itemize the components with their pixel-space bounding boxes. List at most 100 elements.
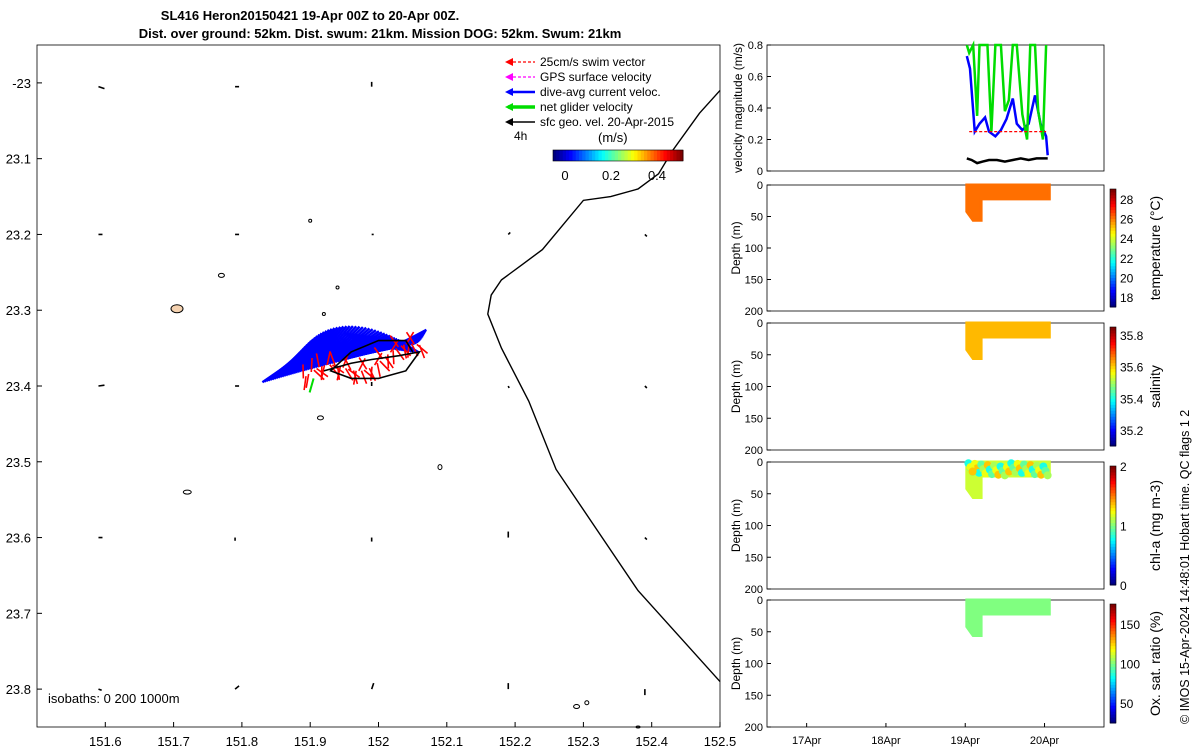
colorbar-segment xyxy=(1110,262,1116,267)
swim-vector xyxy=(326,351,331,366)
map-x-tick-label: 152.4 xyxy=(635,734,668,749)
colorbar-segment xyxy=(1110,365,1116,370)
colorbar-segment xyxy=(1110,612,1116,617)
colorbar-segment xyxy=(1110,209,1116,214)
colorbar-segment xyxy=(1110,230,1116,234)
velocity-y-tick-label: 0.6 xyxy=(748,72,763,84)
colorbar-segment xyxy=(1110,705,1116,709)
colorbar-segment xyxy=(579,150,583,161)
swim-vector xyxy=(384,356,394,369)
colorbar-segment xyxy=(1110,540,1116,544)
colorbar-segment xyxy=(1110,274,1116,278)
colorbar-tick-label: 1 xyxy=(1120,520,1127,534)
swim-vector xyxy=(416,343,429,354)
colorbar-segment xyxy=(592,150,596,161)
colorbar-segment xyxy=(624,150,629,161)
colorbar-segment xyxy=(1110,191,1116,196)
colorbar-segment xyxy=(1110,516,1116,521)
colorbar-segment xyxy=(1110,528,1116,532)
current-vector xyxy=(300,329,331,372)
colorbar-segment xyxy=(1110,558,1116,562)
current-vector xyxy=(295,332,323,374)
colorbar-tick-label: 35.8 xyxy=(1120,329,1144,343)
legend-arrowhead xyxy=(505,88,513,96)
colorbar-segment xyxy=(1110,259,1116,264)
colorbar-segment xyxy=(666,150,671,161)
map-x-tick-label: 151.8 xyxy=(226,734,259,749)
section-axes-box xyxy=(766,322,1105,451)
colorbar-segment xyxy=(1110,627,1116,632)
colorbar-segment xyxy=(575,150,580,161)
section-data-area xyxy=(965,183,1051,222)
current-vector-fan xyxy=(261,325,427,384)
map-x-tick-label: 151.9 xyxy=(294,734,327,749)
colorbar-tick-label: 22 xyxy=(1120,252,1134,266)
map-y-tick-label: 23.8 xyxy=(6,682,31,697)
section-y-tick-label: 0 xyxy=(757,595,763,607)
colorbar-segment xyxy=(582,150,586,161)
geo-velocity-vector xyxy=(507,231,511,236)
colorbar-segment xyxy=(1110,693,1116,697)
legend-label: net glider velocity xyxy=(540,100,633,114)
colorbar-segment xyxy=(1110,534,1116,538)
colorbar-tick-label: 18 xyxy=(1120,291,1134,305)
colorbar-segment xyxy=(1110,404,1116,408)
colorbar-segment xyxy=(1110,690,1116,694)
colorbar-tick-label: 150 xyxy=(1120,618,1140,632)
colorbar-segment xyxy=(1110,227,1116,231)
colorbar-tick-label: 0.4 xyxy=(648,168,666,183)
swim-vector xyxy=(373,347,384,360)
section-y-tick-label: 0 xyxy=(757,318,763,330)
colorbar-segment xyxy=(1110,651,1116,656)
section-y-tick-label: 150 xyxy=(745,552,763,564)
colorbar-segment xyxy=(1110,389,1116,393)
reef-contour xyxy=(573,704,581,710)
colorbar-segment xyxy=(1110,410,1116,414)
section-y-tick-label: 100 xyxy=(745,382,763,394)
reef-contour xyxy=(584,700,590,706)
colorbar-tick-label: 0.2 xyxy=(602,168,620,183)
colorbar-segment xyxy=(588,150,593,161)
colorbar-segment xyxy=(1110,552,1116,556)
colorbar-segment xyxy=(572,150,577,161)
colorbar-segment xyxy=(1110,353,1116,358)
colorbar-segment xyxy=(1110,301,1116,305)
glider-track xyxy=(323,339,422,380)
colorbar-segment xyxy=(601,150,606,161)
chart-title-line1: SL416 Heron20150421 19-Apr 00Z to 20-Apr… xyxy=(160,8,460,23)
colorbar-segment xyxy=(644,150,648,161)
map-y-tick-label: 23.6 xyxy=(6,531,31,546)
colorbar-segment xyxy=(1110,663,1116,667)
current-vector xyxy=(304,327,336,371)
colorbar-segment xyxy=(1110,194,1116,199)
swim-vector xyxy=(303,376,307,391)
colorbar-frame xyxy=(1109,465,1117,586)
colorbar-segment xyxy=(1110,283,1116,287)
swim-vector xyxy=(410,343,419,357)
colorbar-segment xyxy=(1110,531,1116,535)
colorbar-segment xyxy=(1110,678,1116,682)
section-y-tick-label: 150 xyxy=(745,690,763,702)
section-y-tick-label: 200 xyxy=(745,722,763,734)
isobaths-label: isobaths: 0 200 1000m xyxy=(48,691,180,706)
colorbar-tick-label: 28 xyxy=(1120,193,1134,207)
colorbar-segment xyxy=(650,150,655,161)
colorbar-segment xyxy=(1110,271,1116,276)
colorbar-tick-label: 35.6 xyxy=(1120,361,1144,375)
colorbar-segment xyxy=(1110,606,1116,611)
colorbar-segment xyxy=(618,150,622,161)
geo-velocity-vector xyxy=(507,385,510,389)
colorbar-segment xyxy=(1110,639,1116,644)
colorbar-segment xyxy=(637,150,642,161)
colorbar-segment xyxy=(621,150,625,161)
colorbar-segment xyxy=(1110,200,1116,205)
colorbar-segment xyxy=(1110,419,1116,423)
colorbar-tick-label: 35.2 xyxy=(1120,424,1144,438)
section-y-tick-label: 50 xyxy=(751,350,763,362)
velocity-y-label: velocity magnitude (m/s) xyxy=(731,43,745,173)
colorbar-segment xyxy=(1110,218,1116,222)
velocity-series-line xyxy=(966,157,1048,165)
section-y-tick-label: 0 xyxy=(757,457,763,469)
reef-contour xyxy=(308,218,313,223)
section-data-block xyxy=(965,598,1051,638)
